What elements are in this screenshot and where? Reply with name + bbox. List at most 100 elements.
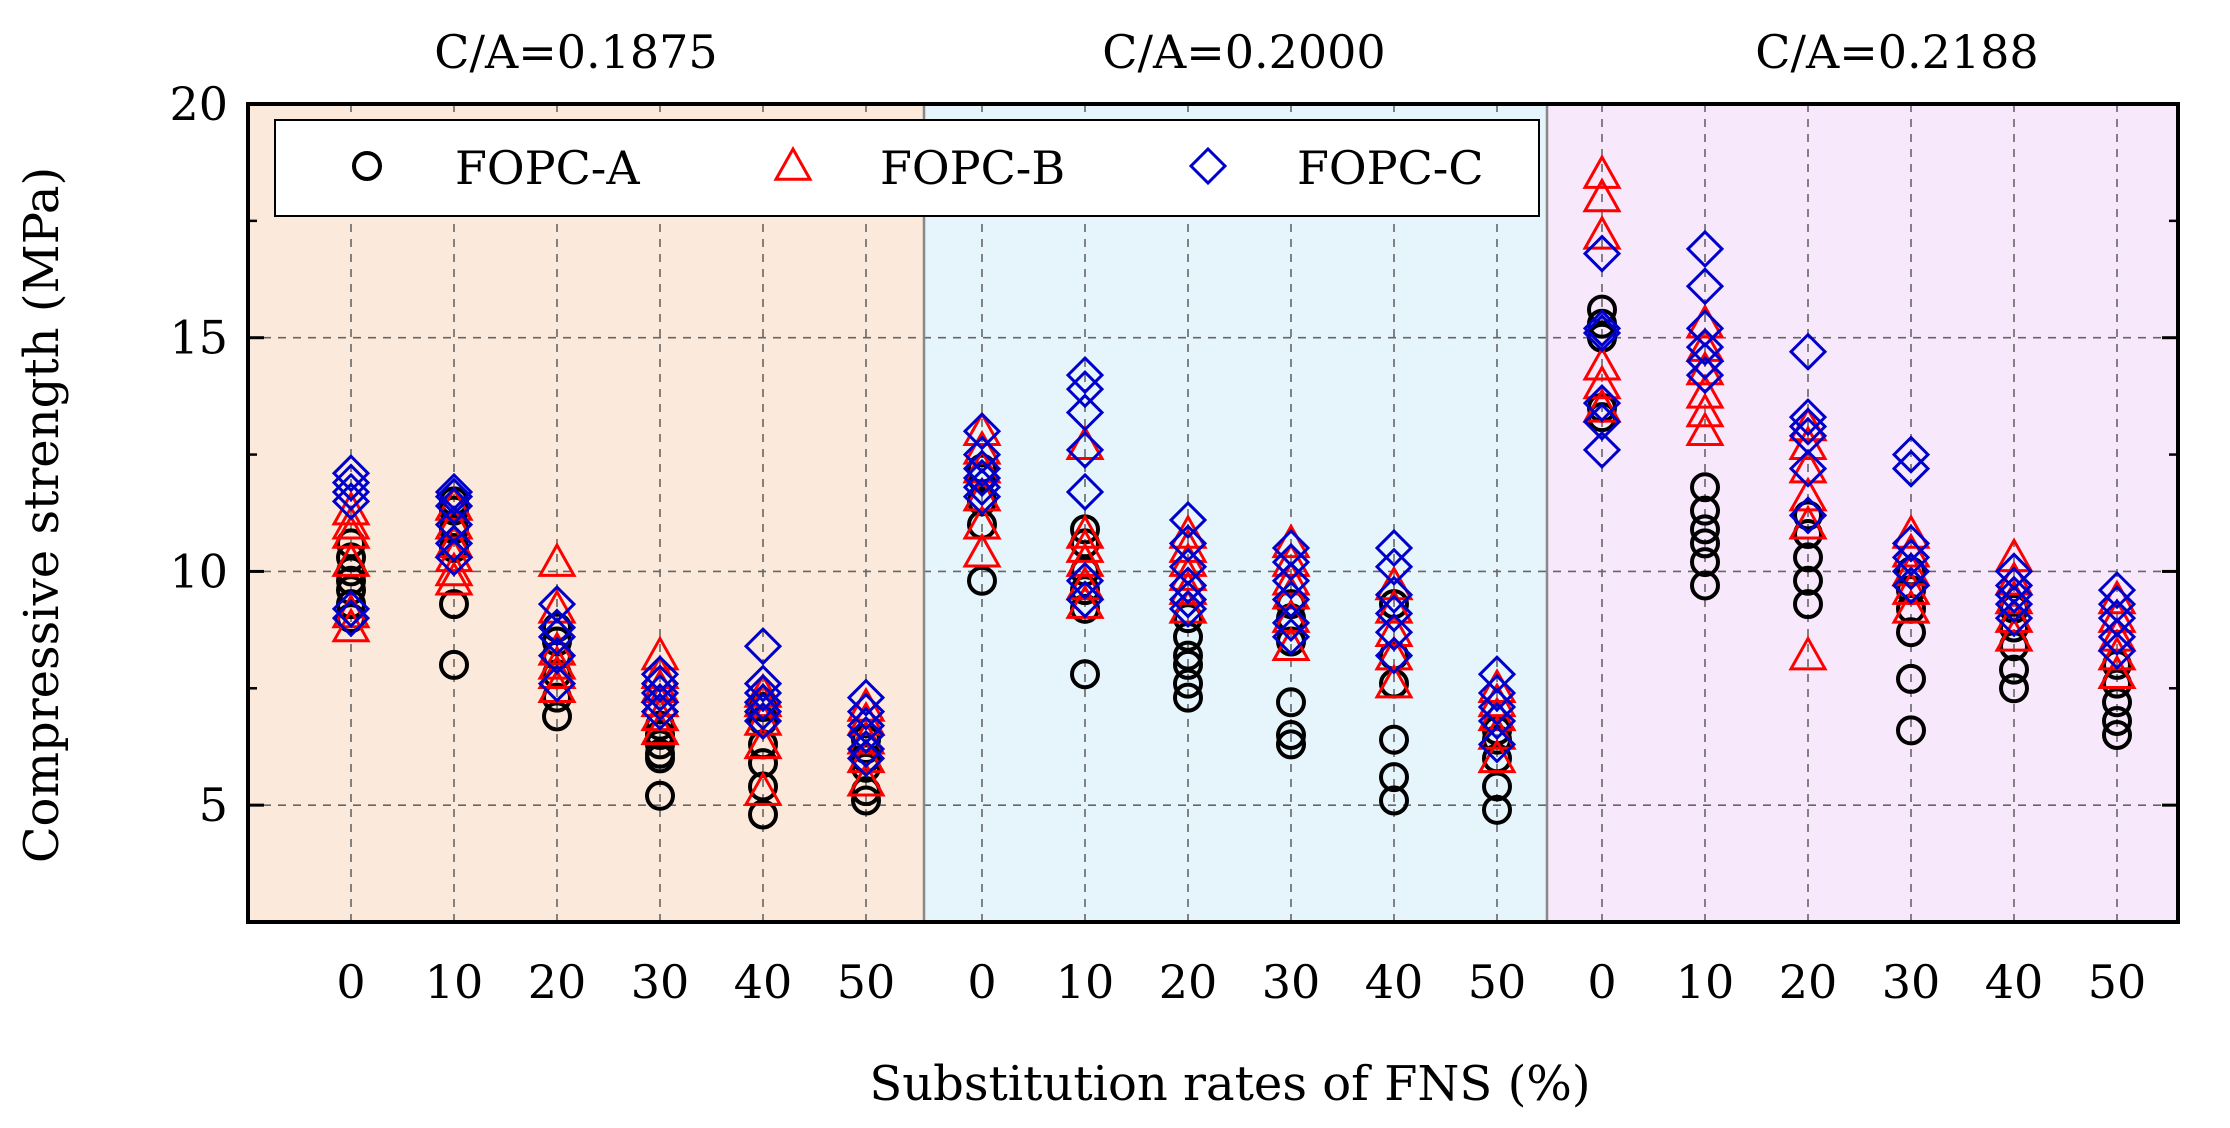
point-fopc-b-panel1-cat50-0 [846,761,886,797]
point-fopc-b-panel3-cat30-0 [1891,588,1931,624]
point-fopc-c-panel3-cat50-1 [2097,617,2137,656]
panel-title-2: C/A=0.2000 [1102,25,1385,79]
point-fopc-a-panel1-cat10-1 [439,589,469,620]
point-fopc-c-panel3-cat40-4 [1994,552,2034,591]
point-fopc-a-panel3-cat50-3 [2102,668,2132,699]
y-tick-label-5: 5 [199,778,228,832]
point-fopc-b-panel2-cat0-1 [962,504,1002,540]
point-fopc-b-panel3-cat10-4 [1685,327,1725,362]
point-fopc-c-panel2-cat0-5 [962,412,1002,451]
point-fopc-c-panel2-cat20-1 [1168,580,1208,619]
point-fopc-b-panel3-cat40-0 [1994,616,2034,652]
point-fopc-c-panel2-cat0-4 [962,435,1002,474]
point-fopc-c-panel2-cat10-2 [1065,472,1105,512]
point-fopc-b-panel3-cat0-5 [1582,154,1622,189]
point-fopc-a-panel2-cat10-0 [1070,659,1100,690]
point-fopc-a-panel3-cat20-3 [1793,519,1823,550]
point-fopc-a-panel1-cat50-0 [851,785,881,816]
x-tick-label-panel3-0: 0 [1587,955,1616,1009]
point-fopc-a-panel2-cat50-0 [1482,794,1512,825]
x-tick-label-panel3-50: 50 [2088,955,2147,1009]
point-fopc-a-panel2-cat20-2 [1173,649,1203,680]
point-fopc-c-panel3-cat20-5 [1788,332,1828,371]
point-fopc-a-panel1-cat30-0 [645,780,675,811]
point-fopc-c-panel2-cat20-2 [1168,566,1208,605]
point-fopc-a-panel3-cat40-3 [1999,612,2029,643]
point-fopc-a-panel3-cat30-0 [1896,715,1926,746]
point-fopc-a-panel3-cat40-0 [1999,673,2029,704]
point-fopc-c-panel2-cat50-2 [1477,687,1517,727]
x-tick-label-panel1-50: 50 [837,955,896,1009]
plot-frame [246,102,2180,924]
point-fopc-c-panel3-cat40-3 [1994,566,2034,605]
x-tick-label-panel2-30: 30 [1262,955,1321,1009]
point-fopc-a-panel2-cat40-1 [1379,762,1409,793]
point-fopc-a-panel2-cat0-0 [967,565,997,596]
legend-box [274,119,1540,217]
point-fopc-c-panel3-cat20-1 [1788,449,1828,488]
point-fopc-c-panel2-cat30-0 [1271,617,1311,656]
point-fopc-a-panel2-cat20-5 [1173,603,1203,634]
point-fopc-a-panel1-cat20-1 [542,682,572,713]
point-fopc-c-panel2-cat30-2 [1271,580,1311,619]
point-fopc-c-panel3-cat30-3 [1891,524,1931,563]
point-fopc-a-panel2-cat40-2 [1379,724,1409,755]
point-fopc-c-panel2-cat20-5 [1168,500,1208,540]
point-fopc-c-panel1-cat10-5 [434,472,474,512]
point-fopc-c-panel2-cat20-3 [1168,547,1208,586]
point-fopc-c-panel3-cat40-0 [1994,599,2034,638]
point-fopc-a-panel3-cat10-2 [1690,528,1720,559]
x-tick-label-panel3-10: 10 [1676,955,1735,1009]
point-fopc-c-panel3-cat50-3 [2097,585,2137,624]
point-fopc-c-panel3-cat0-3 [1582,313,1622,353]
point-fopc-b-panel2-cat30-4 [1271,542,1311,577]
point-fopc-a-panel3-cat10-4 [1690,495,1720,526]
point-fopc-a-panel1-cat20-0 [542,701,572,732]
point-fopc-a-panel2-cat50-1 [1482,771,1512,802]
point-fopc-b-panel3-cat20-0 [1788,635,1828,671]
point-fopc-b-panel3-cat0-3 [1582,214,1622,250]
point-fopc-c-panel3-cat30-2 [1891,538,1931,577]
point-fopc-b-panel3-cat10-2 [1685,373,1725,409]
point-fopc-a-panel3-cat10-0 [1690,570,1720,601]
point-fopc-c-panel2-cat20-4 [1168,524,1208,563]
point-fopc-c-panel3-cat10-1 [1685,341,1725,381]
point-fopc-c-panel1-cat50-3 [846,706,886,745]
point-fopc-b-panel1-cat40-1 [743,724,783,760]
point-fopc-b-panel2-cat50-1 [1477,714,1517,750]
point-fopc-c-panel3-cat0-1 [1582,402,1622,441]
point-fopc-c-panel3-cat10-5 [1685,229,1725,269]
panel-background-3 [1547,104,2178,922]
point-fopc-b-panel3-cat20-3 [1788,448,1828,484]
point-fopc-a-panel2-cat0-3 [967,462,997,493]
legend-symbol-fopc-a [352,151,382,181]
point-fopc-c-panel2-cat50-4 [1477,655,1517,694]
x-tick-label-panel3-20: 20 [1779,955,1838,1009]
point-fopc-a-panel3-cat0-4 [1587,294,1617,325]
point-fopc-a-panel1-cat0-4 [336,556,366,587]
point-fopc-b-panel3-cat10-0 [1685,411,1725,446]
point-fopc-a-panel3-cat50-1 [2102,706,2132,737]
point-fopc-a-panel1-cat50-2 [851,752,881,783]
point-fopc-a-panel3-cat10-3 [1690,514,1720,545]
point-fopc-c-panel2-cat30-4 [1271,542,1311,582]
x-tick-label-panel1-30: 30 [631,955,690,1009]
point-fopc-c-panel2-cat40-0 [1374,636,1414,675]
y-tick-label-10: 10 [169,544,228,598]
point-fopc-c-panel2-cat10-0 [1065,580,1105,619]
point-fopc-c-panel3-cat30-4 [1891,449,1931,488]
panel-background-2 [924,104,1547,922]
point-fopc-c-panel3-cat50-0 [2097,631,2137,671]
point-fopc-c-panel2-cat40-4 [1374,547,1414,586]
x-tick-label-panel1-10: 10 [425,955,484,1009]
legend-marker-fopc-a [352,151,382,181]
point-fopc-a-panel3-cat30-2 [1896,617,1926,648]
x-tick-label-panel2-0: 0 [967,955,996,1009]
point-fopc-c-panel3-cat30-5 [1891,435,1931,474]
point-fopc-b-panel3-cat50-3 [2097,598,2137,633]
point-fopc-b-panel3-cat10-1 [1685,392,1725,428]
x-tick-label-panel1-20: 20 [528,955,587,1009]
point-fopc-b-panel3-cat30-2 [1891,551,1931,587]
point-fopc-c-panel1-cat50-5 [846,678,886,717]
